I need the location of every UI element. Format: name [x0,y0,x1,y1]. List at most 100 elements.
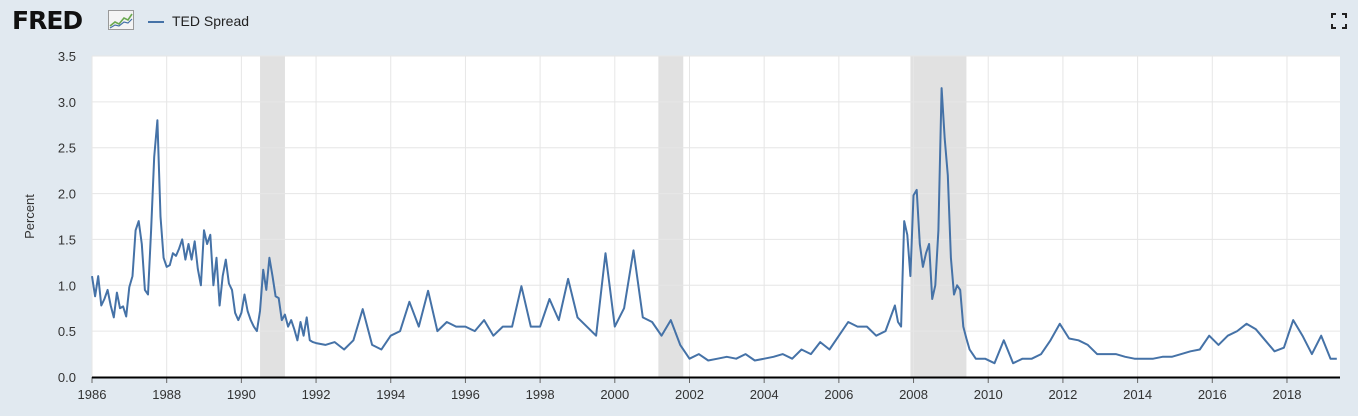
data-point [1078,339,1080,341]
data-point [1012,362,1014,364]
data-point [1311,353,1313,355]
data-point [717,358,719,360]
x-tick-label: 1986 [78,387,107,402]
data-point [284,314,286,316]
data-point [455,326,457,328]
data-point [944,138,946,140]
data-point [1283,347,1285,349]
y-tick-label: 2.0 [58,187,76,202]
data-point [181,239,183,241]
data-point [975,358,977,360]
data-point [1059,323,1061,325]
data-point [931,298,933,300]
data-point [113,316,115,318]
series-layer [91,87,1337,365]
data-point [900,326,902,328]
data-point [925,252,927,254]
data-point [132,275,134,277]
data-point [427,290,429,292]
data-point [972,353,974,355]
data-point [1050,339,1052,341]
data-point [903,220,905,222]
data-point [651,321,653,323]
data-point [309,339,311,341]
data-point [726,356,728,358]
data-point [1171,356,1173,358]
data-point [228,283,230,285]
data-point [268,257,270,259]
data-point [567,278,569,280]
data-point [897,321,899,323]
data-point [160,216,162,218]
data-point [938,229,940,231]
data-point [275,295,277,297]
data-point [605,252,607,254]
data-point [1106,353,1108,355]
data-point [1031,358,1033,360]
x-tick-label: 1998 [526,387,555,402]
series-line-ted-spread [91,87,1337,365]
data-point [1190,350,1192,352]
data-point [237,319,239,321]
x-tick-label: 1996 [451,387,480,402]
data-point [144,289,146,291]
data-point [296,339,298,341]
data-point [956,284,958,286]
x-tick-label: 2008 [899,387,928,402]
x-tick-label: 1994 [376,387,405,402]
data-point [197,268,199,270]
data-point [511,326,513,328]
data-point [801,349,803,351]
data-point [969,349,971,351]
data-point [916,189,918,191]
data-point [188,243,190,245]
data-point [1227,335,1229,337]
data-point [437,330,439,332]
data-point [1236,330,1238,332]
data-point [259,310,261,312]
data-point [290,319,292,321]
data-point [166,266,168,268]
x-tick-label: 2000 [600,387,629,402]
data-point [253,326,255,328]
data-point [1022,358,1024,360]
x-tick-label: 2012 [1048,387,1077,402]
data-point [549,298,551,300]
data-point [1124,356,1126,358]
x-tick-label: 1992 [302,387,331,402]
data-point [334,341,336,343]
fullscreen-icon[interactable] [1331,13,1347,29]
data-point [353,339,355,341]
data-point [1302,335,1304,337]
data-point [922,266,924,268]
data-point [670,319,672,321]
fred-logo[interactable]: FRED [12,6,83,35]
data-point [483,319,485,321]
data-point [1274,350,1276,352]
data-point [493,335,495,337]
x-tick-label: 1990 [227,387,256,402]
x-tick-label: 2006 [824,387,853,402]
data-point [810,353,812,355]
data-point [1003,339,1005,341]
data-point [906,234,908,236]
data-point [110,305,112,307]
data-point [1264,339,1266,341]
data-point [272,275,274,277]
legend-swatch [148,21,164,23]
data-point [94,295,96,297]
data-point [172,252,174,254]
data-point [247,310,249,312]
data-point [614,326,616,328]
data-point [773,356,775,358]
data-point [962,326,964,328]
y-tick-label: 3.5 [58,49,76,64]
data-point [119,307,121,309]
x-tick-labels: 1986 1988 1990 1992 1994 1996 1998 2000 2002 2004… [78,377,1301,402]
data-point [324,344,326,346]
data-point [306,316,308,318]
data-point [1143,358,1145,360]
data-point [745,353,747,355]
data-point [191,259,193,261]
